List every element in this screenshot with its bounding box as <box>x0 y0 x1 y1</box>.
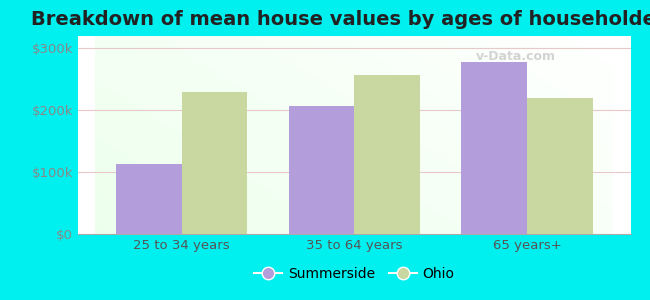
Title: Breakdown of mean house values by ages of householders: Breakdown of mean house values by ages o… <box>31 10 650 29</box>
Bar <box>527 98 593 234</box>
Bar <box>181 92 247 234</box>
Legend: Summerside, Ohio: Summerside, Ohio <box>249 261 460 286</box>
Bar <box>354 75 420 234</box>
Text: v-Data.com: v-Data.com <box>476 50 556 63</box>
Bar <box>462 62 527 234</box>
Bar <box>289 106 354 234</box>
Bar <box>116 164 181 234</box>
